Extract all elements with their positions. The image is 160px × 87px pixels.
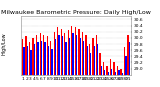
Title: Milwaukee Barometric Pressure: Daily High/Low: Milwaukee Barometric Pressure: Daily Hig… <box>1 10 151 15</box>
Bar <box>122 73 123 75</box>
Bar <box>48 46 49 75</box>
Bar <box>85 35 87 75</box>
Bar <box>22 39 23 75</box>
Bar <box>108 72 109 75</box>
Bar <box>40 33 41 75</box>
Bar <box>118 70 120 75</box>
Bar <box>64 33 65 75</box>
Bar <box>47 36 48 75</box>
Bar <box>120 69 122 75</box>
Bar <box>37 42 39 75</box>
Bar <box>106 66 108 75</box>
Bar <box>90 53 91 75</box>
Bar <box>71 25 72 75</box>
Bar <box>36 35 37 75</box>
Bar <box>125 56 127 75</box>
Bar <box>104 70 105 75</box>
Bar <box>72 33 74 75</box>
Bar <box>101 66 102 75</box>
Bar <box>83 41 84 75</box>
Bar <box>113 62 115 75</box>
Bar <box>96 35 97 75</box>
Bar <box>68 30 69 75</box>
Bar <box>124 47 125 75</box>
Bar <box>99 53 101 75</box>
Bar <box>117 66 118 75</box>
Bar <box>43 35 44 75</box>
Bar <box>80 38 81 75</box>
Bar <box>62 36 63 75</box>
Bar <box>65 42 67 75</box>
Bar <box>75 27 76 75</box>
Bar <box>110 59 111 75</box>
Bar <box>50 41 51 75</box>
Bar <box>30 50 32 75</box>
Bar <box>111 69 112 75</box>
Bar <box>44 42 46 75</box>
Bar <box>27 46 28 75</box>
Bar <box>57 27 58 75</box>
Bar <box>55 39 56 75</box>
Bar <box>103 62 104 75</box>
Bar <box>76 35 77 75</box>
Bar <box>29 42 30 75</box>
Bar <box>32 38 34 75</box>
Bar <box>87 46 88 75</box>
Bar <box>115 72 116 75</box>
Bar <box>51 49 53 75</box>
Bar <box>25 36 27 75</box>
Bar <box>97 44 98 75</box>
Bar <box>78 29 80 75</box>
Bar <box>127 35 129 75</box>
Bar <box>54 32 55 75</box>
Bar <box>69 38 70 75</box>
Text: High/Low: High/Low <box>2 32 7 55</box>
Bar <box>92 38 94 75</box>
Bar <box>82 32 83 75</box>
Bar <box>23 47 25 75</box>
Bar <box>89 44 90 75</box>
Bar <box>94 46 95 75</box>
Bar <box>58 35 60 75</box>
Bar <box>41 41 42 75</box>
Bar <box>129 42 130 75</box>
Bar <box>34 44 35 75</box>
Bar <box>61 29 62 75</box>
